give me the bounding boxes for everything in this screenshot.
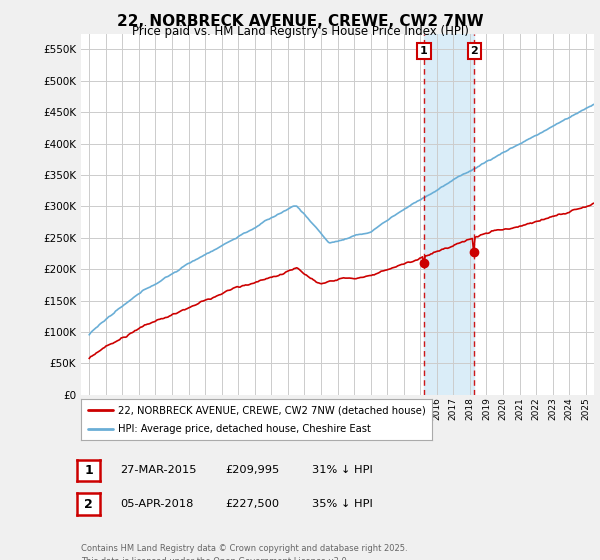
Text: 22, NORBRECK AVENUE, CREWE, CW2 7NW (detached house): 22, NORBRECK AVENUE, CREWE, CW2 7NW (det…	[118, 405, 425, 415]
Text: £227,500: £227,500	[225, 499, 279, 509]
Text: 35% ↓ HPI: 35% ↓ HPI	[312, 499, 373, 509]
Text: 1: 1	[85, 464, 93, 477]
Text: HPI: Average price, detached house, Cheshire East: HPI: Average price, detached house, Ches…	[118, 424, 371, 433]
Text: 31% ↓ HPI: 31% ↓ HPI	[312, 465, 373, 475]
Text: 05-APR-2018: 05-APR-2018	[120, 499, 193, 509]
Text: 27-MAR-2015: 27-MAR-2015	[120, 465, 197, 475]
Text: 2: 2	[470, 46, 478, 56]
Text: 2: 2	[85, 497, 93, 511]
Text: 22, NORBRECK AVENUE, CREWE, CW2 7NW: 22, NORBRECK AVENUE, CREWE, CW2 7NW	[116, 14, 484, 29]
Text: 1: 1	[420, 46, 428, 56]
Bar	[424, 34, 474, 395]
Text: Price paid vs. HM Land Registry's House Price Index (HPI): Price paid vs. HM Land Registry's House …	[131, 25, 469, 38]
Text: Contains HM Land Registry data © Crown copyright and database right 2025.
This d: Contains HM Land Registry data © Crown c…	[81, 544, 407, 560]
Text: £209,995: £209,995	[225, 465, 279, 475]
